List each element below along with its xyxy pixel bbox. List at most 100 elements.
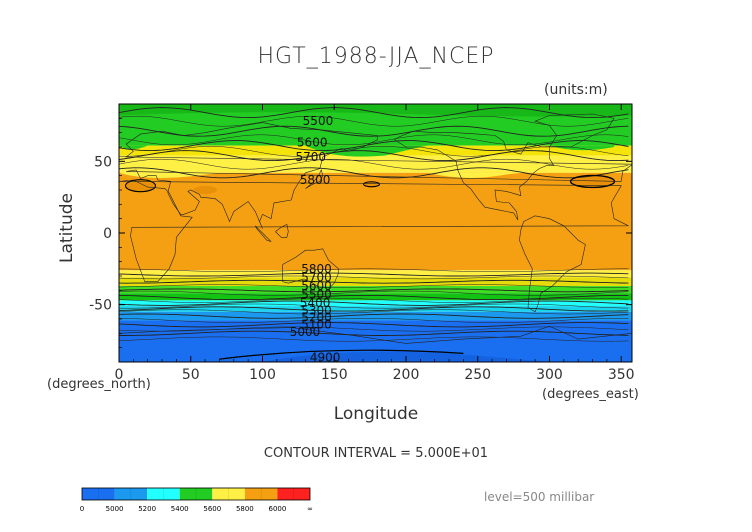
colorbar-swatch-6 [277, 488, 310, 500]
y-tick-label-0: 50 [94, 154, 112, 170]
x-axis: 0 50 100 150 200 250 300 350 [115, 104, 635, 383]
coastline-5 [519, 215, 586, 313]
coastline-0 [119, 179, 629, 282]
contour-line-19 [119, 303, 629, 309]
y-unit-label: (degrees_north) [47, 377, 151, 392]
contour-lines [119, 107, 629, 360]
contour-label-2: 5700 [296, 150, 327, 164]
y-tick-label-1: 0 [103, 226, 112, 242]
contour-interval-text: CONTOUR INTERVAL = 5.000E+01 [263, 446, 489, 461]
band-10 [119, 311, 632, 321]
colorbar-swatch-1 [114, 488, 148, 500]
coastline-8 [305, 169, 324, 189]
contour-labels: 5500560057005800580057005600550054005300… [290, 114, 341, 365]
contour-line-16 [119, 294, 629, 301]
colorbar-swatch-2 [147, 488, 180, 500]
chart-title: HGT_1988-JJA_NCEP [257, 44, 495, 69]
contour-line-23 [119, 318, 629, 323]
units-label: (units:m) [544, 82, 608, 98]
colorbar-label-5: 5800 [236, 505, 254, 513]
contour-label-0: 5500 [303, 114, 334, 128]
x-tick-label-3: 150 [321, 367, 348, 383]
colorbar-label-2: 5200 [138, 505, 156, 513]
contour-line-18 [119, 300, 629, 306]
coastline-4 [534, 113, 615, 148]
coastlines [119, 113, 632, 344]
contour-line-11 [119, 275, 629, 280]
contour-label-6: 5600 [301, 279, 332, 293]
polar-green [119, 104, 632, 117]
contour-line-22 [119, 313, 629, 319]
contour-label-7: 5500 [301, 288, 332, 302]
band-8 [119, 300, 632, 307]
contour-line-21 [119, 309, 629, 315]
contour-line-15 [119, 290, 629, 296]
band-7 [119, 293, 632, 301]
yellow-intrusion-2 [427, 172, 550, 178]
x-tick-label-6: 300 [536, 367, 563, 383]
contour-label-13: 4900 [310, 351, 341, 365]
y-tick-label-2: -50 [89, 298, 112, 314]
contour-4900 [219, 349, 464, 360]
contour-line-2 [119, 125, 629, 137]
contour-line-0 [119, 107, 629, 119]
contour-line-17 [119, 297, 629, 303]
coastline-9 [119, 325, 632, 344]
closed-contour-pacific [363, 181, 381, 188]
x-tick-label-5: 250 [464, 367, 491, 383]
colorbar-label-4: 5600 [203, 505, 221, 513]
contour-line-10 [119, 272, 629, 277]
green-lobe-europe [119, 145, 148, 150]
contour-line-13 [119, 284, 629, 288]
x-unit-label: (degrees_east) [542, 387, 639, 402]
contour-label-5: 5700 [301, 270, 332, 284]
contour-line-1 [119, 115, 629, 127]
colorbar-swatch-3 [179, 488, 213, 500]
high-cell-asia [193, 186, 218, 194]
high-cell-atlantic [570, 175, 615, 188]
colorbar-label-7: ∞ [307, 505, 313, 513]
contour-label-1: 5600 [297, 136, 328, 150]
x-tick-label-1: 50 [182, 367, 200, 383]
y-axis: 50 0 -50 [89, 117, 632, 349]
band-6 [119, 286, 632, 294]
closed-contour-africa [124, 179, 157, 193]
coastline-7 [255, 225, 272, 242]
colorbar-frame [81, 487, 311, 501]
coastline-3 [394, 130, 555, 221]
x-axis-label: Longitude [333, 404, 419, 424]
colorbar-label-3: 5400 [171, 505, 189, 513]
yellow-intrusion-1 [119, 171, 277, 178]
contour-line-9 [119, 268, 629, 272]
contour-line-27 [119, 336, 629, 342]
contour-label-12: 5000 [290, 325, 321, 339]
band-5 [119, 277, 632, 287]
colorbar-label-0: 0 [80, 505, 84, 513]
x-tick-label-2: 100 [249, 367, 276, 383]
level-text: level=500 millibar [484, 490, 595, 504]
contour-label-11: 5100 [301, 318, 332, 332]
x-tick-label-7: 350 [608, 367, 635, 383]
high-cell-pacific [363, 181, 380, 188]
contour-line-20 [119, 306, 629, 312]
colorbar-swatch-0 [82, 488, 115, 500]
band-9 [119, 306, 632, 312]
coastline-6 [275, 223, 289, 238]
high-cell-africa [125, 179, 156, 192]
contour-label-9: 5300 [301, 303, 332, 317]
contour-line-24 [119, 322, 629, 328]
contour-line-4 [119, 140, 629, 152]
colorbar-swatch-4 [212, 488, 245, 500]
coastline-2 [282, 248, 339, 288]
coastline-1 [125, 122, 632, 229]
x-tick-label-0: 0 [115, 367, 124, 383]
contour-line-12 [119, 279, 629, 284]
x-tick-label-4: 200 [393, 367, 420, 383]
contour-line-6 [119, 150, 629, 162]
colorbar: 0 5000 5200 5400 5600 5800 6000 ∞ [80, 487, 313, 513]
contour-label-4: 5800 [301, 262, 332, 276]
contour-line-25 [119, 326, 629, 332]
colorbar-swatch-5 [244, 488, 278, 500]
colorbar-label-1: 5000 [106, 505, 124, 513]
contour-line-3 [119, 134, 629, 146]
